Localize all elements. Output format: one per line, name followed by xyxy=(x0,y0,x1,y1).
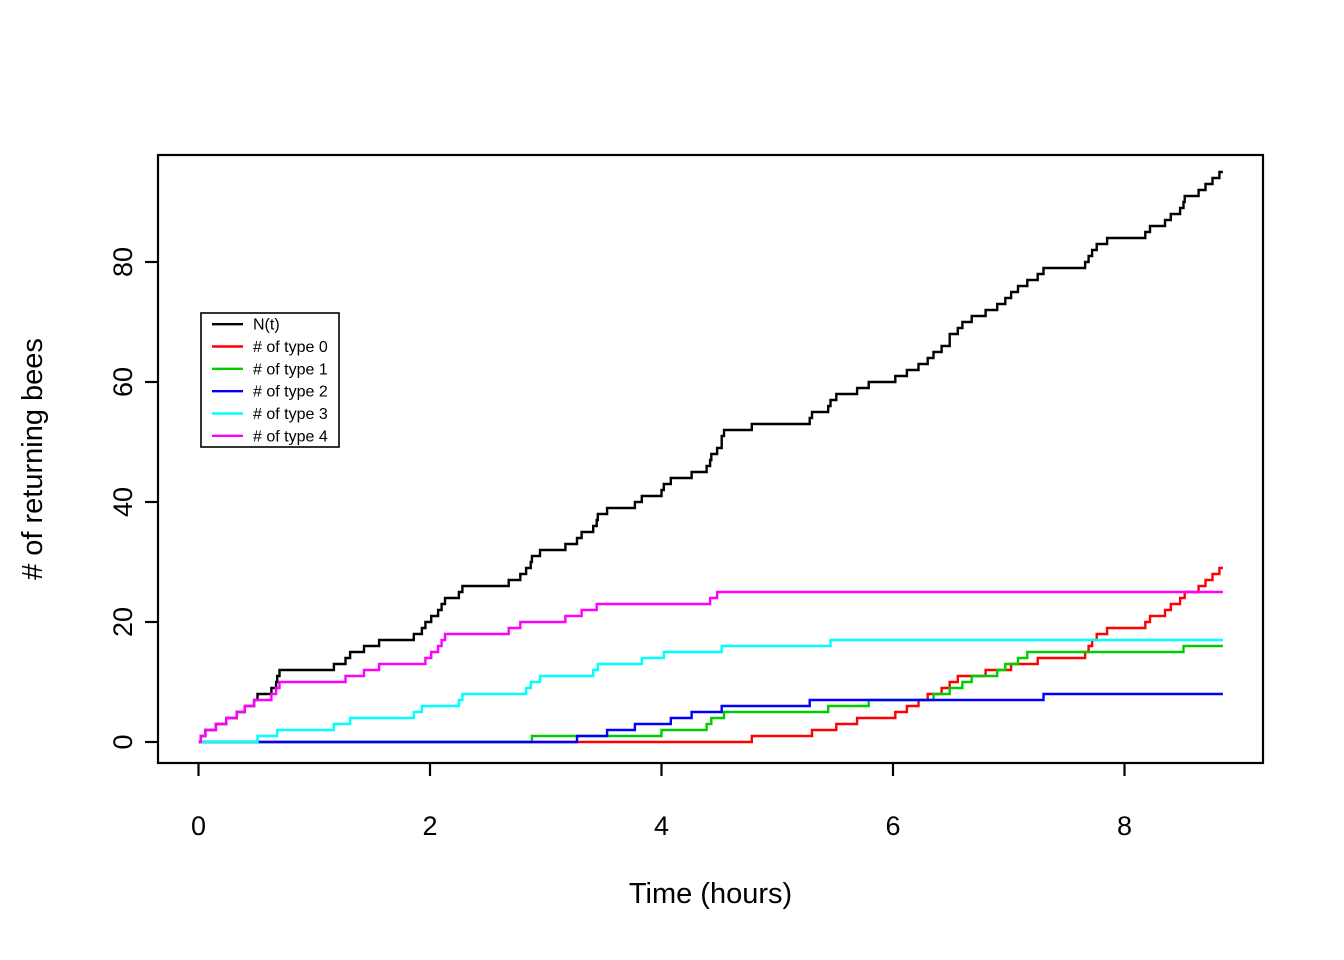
x-axis-title: Time (hours) xyxy=(629,878,792,910)
series-line-of-type-0 xyxy=(198,566,1223,744)
x-axis-tick-label: 6 xyxy=(885,811,900,841)
legend-label: N(t) xyxy=(253,317,280,334)
legend-label: # of type 4 xyxy=(253,428,328,445)
y-axis-tick-label: 80 xyxy=(108,247,138,277)
legend-label: # of type 1 xyxy=(253,361,328,378)
series-line-of-type-1 xyxy=(198,644,1223,744)
x-axis-tick-label: 2 xyxy=(422,811,437,841)
x-axis-tick-label: 4 xyxy=(654,811,669,841)
x-axis-tick-label: 0 xyxy=(191,811,206,841)
legend-label: # of type 0 xyxy=(253,339,328,356)
series-line-of-type-3 xyxy=(198,638,1223,744)
series-line-of-type-4 xyxy=(198,590,1223,744)
y-axis-title: # of returning bees xyxy=(17,338,49,580)
legend-label: # of type 3 xyxy=(253,406,328,423)
legend-box xyxy=(200,312,340,448)
legend-label: # of type 2 xyxy=(253,384,328,401)
x-axis-tick-label: 8 xyxy=(1117,811,1132,841)
y-axis-tick-label: 60 xyxy=(108,367,138,397)
y-axis-tick-label: 40 xyxy=(108,487,138,517)
series-line-n-t xyxy=(198,170,1223,744)
series-line-of-type-2 xyxy=(198,692,1223,744)
y-axis-tick-label: 0 xyxy=(108,734,138,749)
plot-box xyxy=(156,153,1265,765)
y-axis-tick-label: 20 xyxy=(108,607,138,637)
